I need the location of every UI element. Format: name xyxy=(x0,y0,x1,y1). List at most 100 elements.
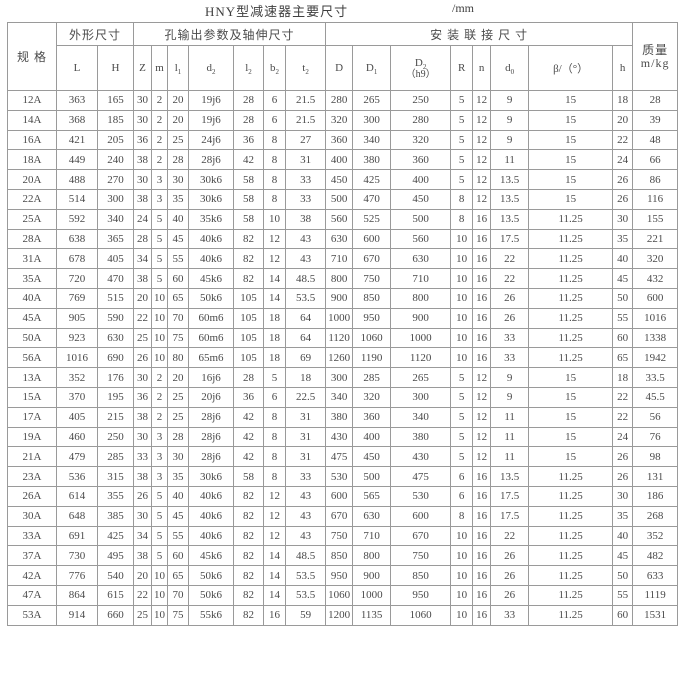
table-cell: 26 xyxy=(612,169,634,190)
table-cell: 710 xyxy=(352,525,392,547)
table-cell: 10 xyxy=(450,307,474,329)
table-cell: 11.25 xyxy=(528,327,614,349)
table-cell: 28 xyxy=(133,228,153,250)
table-cell: 40 xyxy=(612,248,634,270)
table-cell: 600 xyxy=(632,287,679,309)
table-cell: 15 xyxy=(528,386,614,408)
table-cell: 82 xyxy=(233,228,265,250)
header-group-2: 安 装 联 接 尺 寸 xyxy=(325,22,634,46)
header-col-h: h xyxy=(612,45,634,91)
header-group-1: 孔输出参数及轴伸尺寸 xyxy=(133,22,327,46)
table-row-23A: 23A 536 315 38 3 35 30k6 58 8 33 530 500 475 6 16 13.5 1… xyxy=(7,466,679,487)
table-cell: 20 xyxy=(133,565,153,586)
table-cell: 13.5 xyxy=(490,188,530,210)
table-cell: 82 xyxy=(233,525,265,547)
table-cell: 22 xyxy=(133,307,153,329)
table-cell: 70 xyxy=(167,307,190,329)
table-cell: 750 xyxy=(325,525,354,547)
table-cell: 352 xyxy=(632,525,679,547)
table-cell: 26 xyxy=(612,446,634,468)
table-cell: 105 xyxy=(233,307,265,329)
table-cell: 10 xyxy=(151,327,169,349)
table-cell: 13.5 xyxy=(490,466,530,487)
table-cell: 1120 xyxy=(390,347,452,369)
table-cell: 16 xyxy=(472,584,492,606)
table-cell: 55 xyxy=(167,248,190,270)
table-cell: 1000 xyxy=(325,307,354,329)
table-cell: 12 xyxy=(472,109,492,131)
table-cell: 340 xyxy=(390,406,452,428)
table-cell: 38 xyxy=(133,406,153,428)
table-cell: 28j6 xyxy=(188,149,235,171)
table-cell: 425 xyxy=(96,525,135,547)
table-cell: 16 xyxy=(472,307,492,329)
table-cell: 5 xyxy=(151,248,169,270)
table-row-19A: 19A 460 250 30 3 28 28j6 42 8 31 430 400 380 5 12 11 15 2… xyxy=(7,426,679,448)
table-cell: 320 xyxy=(325,109,354,131)
table-cell: 15 xyxy=(528,406,614,428)
table-cell: 22 xyxy=(133,584,153,606)
table-cell: 5 xyxy=(151,208,169,230)
spec-cell: 21A xyxy=(7,446,57,468)
table-cell: 615 xyxy=(96,584,135,606)
table-cell: 1000 xyxy=(390,327,452,349)
table-cell: 540 xyxy=(96,565,135,586)
table-cell: 515 xyxy=(96,287,135,309)
col-label-base: D xyxy=(335,62,344,74)
table-cell: 11.25 xyxy=(528,505,614,527)
table-cell: 8 xyxy=(450,188,474,210)
title-bar: HNY型减速器主要尺寸 /mm xyxy=(0,0,684,20)
spec-cell: 50A xyxy=(7,327,57,349)
table-cell: 30 xyxy=(133,109,153,131)
table-cell: 800 xyxy=(390,287,452,309)
table-cell: 19j6 xyxy=(188,109,235,131)
table-cell: 320 xyxy=(632,248,679,270)
table-cell: 22 xyxy=(612,406,634,428)
table-cell: 18 xyxy=(263,307,287,329)
table-cell: 370 xyxy=(56,386,98,408)
col-label-subscript: 2 xyxy=(305,68,309,76)
spec-cell: 12A xyxy=(7,90,57,111)
table-cell: 10 xyxy=(151,347,169,369)
table-cell: 30 xyxy=(612,485,634,507)
table-row-56A: 56A 1016 690 26 10 80 65m6 105 18 69 1260 1190 1120 1… xyxy=(7,347,679,369)
table-cell: 55 xyxy=(612,307,634,329)
header-group-0: 外形尺寸 xyxy=(55,22,135,46)
table-cell: 710 xyxy=(390,268,452,289)
header-spec: 规 格 xyxy=(7,22,57,91)
table-cell: 3 xyxy=(151,426,169,448)
table-cell: 6 xyxy=(263,386,287,408)
table-cell: 425 xyxy=(352,169,392,190)
table-row-15A: 15A 370 195 36 2 25 20j6 36 6 22.5 340 320 300 5 12 9 15… xyxy=(7,386,679,408)
table-cell: 360 xyxy=(325,129,354,151)
table-cell: 3 xyxy=(151,188,169,210)
table-cell: 470 xyxy=(96,268,135,289)
table-cell: 5 xyxy=(450,169,474,190)
table-cell: 678 xyxy=(56,248,98,270)
table-cell: 24 xyxy=(612,149,634,171)
table-cell: 15 xyxy=(528,129,614,151)
table-cell: 30 xyxy=(167,169,190,190)
table-row-17A: 17A 405 215 38 2 25 28j6 42 8 31 380 360 340 5 12 11 15 2… xyxy=(7,406,679,428)
table-cell: 82 xyxy=(233,248,265,270)
header-group-row: 规 格外形尺寸 孔输出参数及轴伸尺寸安 装 联 接 尺 寸质量 m/kg xyxy=(7,22,679,91)
table-cell: 525 xyxy=(352,208,392,230)
table-cell: 43 xyxy=(285,248,327,270)
table-cell: 8 xyxy=(450,505,474,527)
table-cell: 530 xyxy=(390,485,452,507)
table-cell: 82 xyxy=(233,604,265,626)
table-cell: 30 xyxy=(133,90,153,111)
table-cell: 5 xyxy=(151,268,169,289)
col-label-base: Z xyxy=(139,62,146,74)
header-mass-line2: m/kg xyxy=(640,55,670,70)
table-cell: 250 xyxy=(96,426,135,448)
table-cell: 12 xyxy=(472,446,492,468)
table-cell: 38 xyxy=(285,208,327,230)
table-cell: 65 xyxy=(167,287,190,309)
table-cell: 5 xyxy=(450,109,474,131)
table-cell: 60m6 xyxy=(188,327,235,349)
table-cell: 280 xyxy=(325,90,354,111)
table-cell: 450 xyxy=(390,188,452,210)
table-cell: 5 xyxy=(450,446,474,468)
header-col-b2: b2 xyxy=(263,45,287,91)
